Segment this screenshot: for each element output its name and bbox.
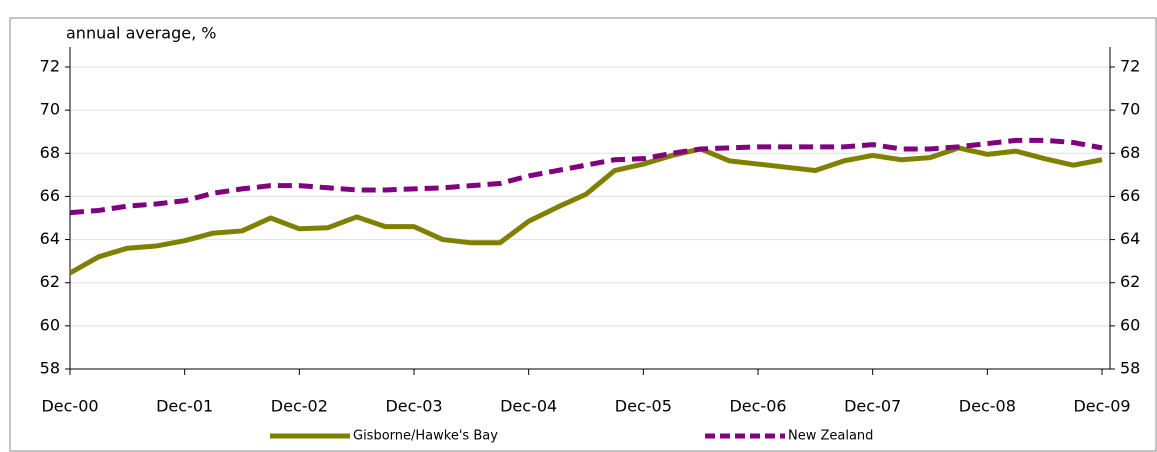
y2-tick-label: 64 — [1120, 229, 1140, 248]
y2-tick-label: 66 — [1120, 186, 1140, 205]
x-tick-label: Dec-06 — [729, 397, 786, 416]
y2-tick-label: 58 — [1120, 359, 1140, 378]
x-tick-label: Dec-07 — [844, 397, 901, 416]
y2-tick-label: 62 — [1120, 272, 1140, 291]
series-line — [69, 137, 1103, 216]
x-tick-label: Dec-04 — [500, 397, 557, 416]
x-tick-label: Dec-09 — [1073, 397, 1130, 416]
y-tick-label: 70 — [40, 100, 60, 119]
y2-tick-label: 60 — [1120, 315, 1140, 334]
y-tick-label: 72 — [40, 57, 60, 76]
y-tick-label: 58 — [40, 359, 60, 378]
y2-tick-label: 70 — [1120, 100, 1140, 119]
y-tick-label: 66 — [40, 186, 60, 205]
legend-label: New Zealand — [788, 429, 873, 444]
x-tick-label: Dec-03 — [385, 397, 442, 416]
x-tick-label: Dec-08 — [959, 397, 1016, 416]
chart-frame — [9, 17, 1157, 452]
y-tick-label: 64 — [40, 229, 60, 248]
x-tick-label: Dec-05 — [615, 397, 672, 416]
legend-label: Gisborne/Hawke's Bay — [353, 429, 498, 444]
y-tick-label: 68 — [40, 143, 60, 162]
y-axis-label: annual average, % — [66, 24, 216, 43]
y2-tick-label: 72 — [1120, 57, 1140, 76]
x-tick-label: Dec-01 — [156, 397, 213, 416]
y2-tick-label: 68 — [1120, 143, 1140, 162]
series-line — [68, 145, 1103, 276]
y-tick-label: 60 — [40, 315, 60, 334]
y-tick-label: 62 — [40, 272, 60, 291]
x-tick-label: Dec-02 — [271, 397, 328, 416]
x-tick-label: Dec-00 — [41, 397, 98, 416]
